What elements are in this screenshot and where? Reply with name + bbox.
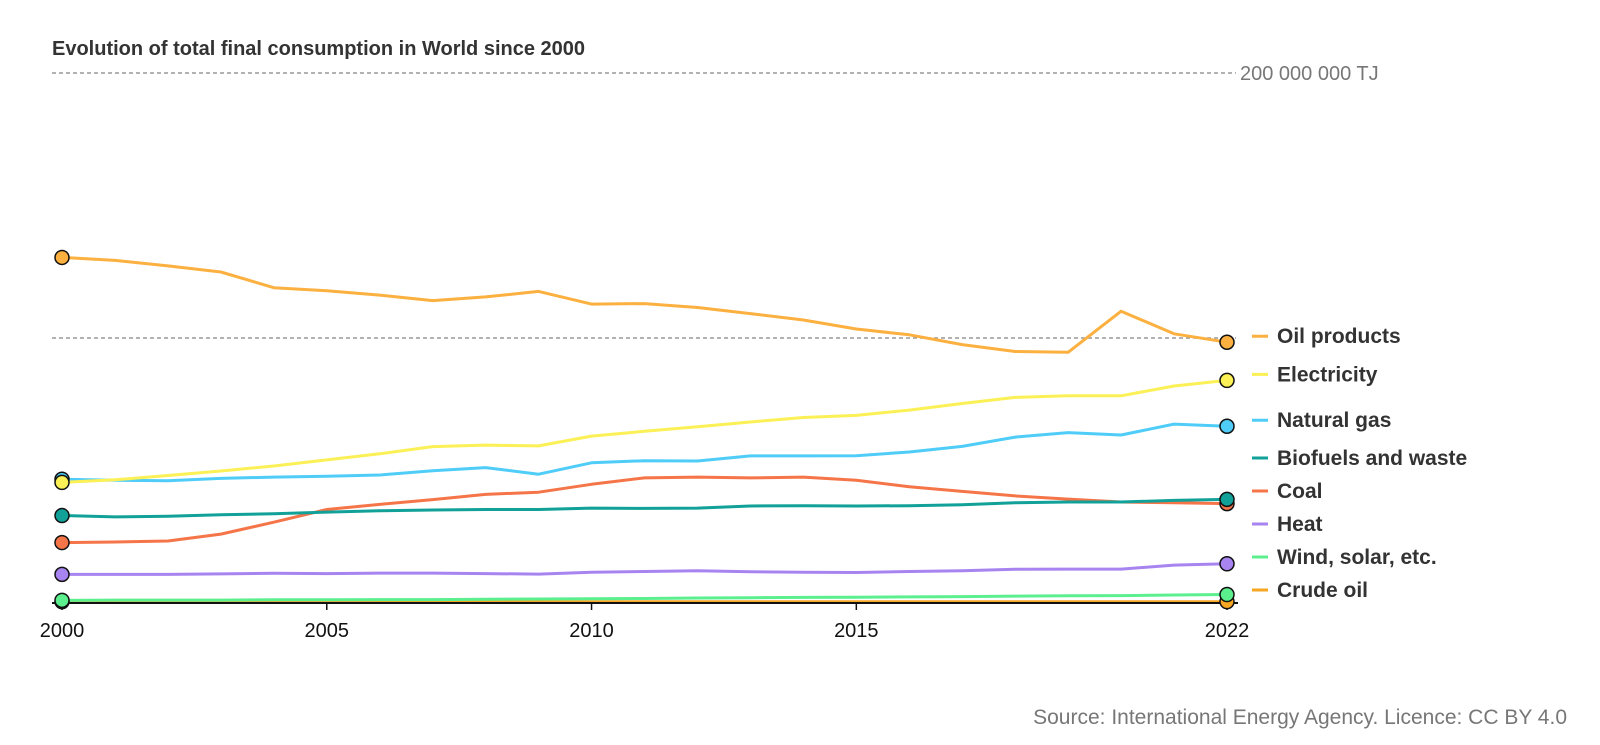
series-line [60,497,1229,519]
legend-label: Electricity [1277,363,1378,386]
legend-label: Coal [1277,480,1323,503]
series-lines [60,255,1229,604]
end-point [1219,586,1235,603]
end-point [1219,418,1235,434]
x-tick-label: 2005 [305,620,350,642]
start-point [54,534,70,551]
legend-label: Heat [1277,513,1323,536]
start-point [54,507,70,524]
x-tick-label: 2022 [1205,620,1250,642]
series-line [60,593,1229,602]
series-line [60,562,1229,576]
legend-label: Biofuels and waste [1277,447,1467,470]
series-line [60,422,1229,483]
gridlines: 200 000 000 TJ [52,63,1379,339]
series-line [60,475,1229,545]
start-point [54,592,70,609]
endpoint-markers [54,249,1235,610]
x-axis: 2000 2005 2010 2015 2022 [40,602,1250,642]
chart-title: Evolution of total final consumption in … [52,38,586,60]
legend-label: Wind, solar, etc. [1277,546,1437,569]
gridline-label: 200 000 000 TJ [1240,63,1379,85]
x-tick-label: 2000 [40,620,85,642]
series-line [60,255,1229,354]
legend: Oil products Electricity Natural gas Biofue… [1252,325,1467,602]
source-note: Source: International Energy Agency. Lic… [1033,706,1567,729]
x-tick-label: 2010 [569,620,614,642]
start-point [54,566,70,583]
start-point [54,474,70,491]
end-point [1219,556,1235,572]
end-point [1219,334,1235,350]
start-point [54,249,70,266]
legend-label: Natural gas [1277,409,1391,432]
end-point [1219,372,1235,389]
series-line [60,378,1229,484]
legend-label: Oil products [1277,325,1401,348]
x-tick-label: 2015 [834,620,879,642]
legend-label: Crude oil [1277,579,1368,602]
end-point [1219,491,1235,508]
